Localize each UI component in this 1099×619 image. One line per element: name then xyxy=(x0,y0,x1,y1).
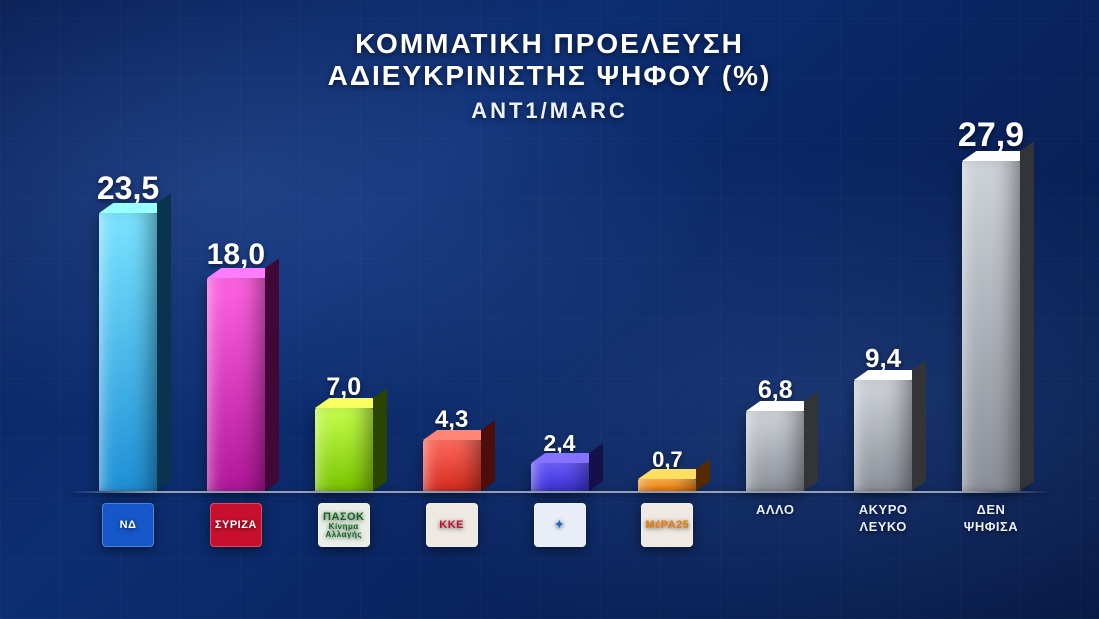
title-block: ΚΟΜΜΑΤΙΚΗ ΠΡΟΕΛΕΥΣΗ ΑΔΙΕΥΚΡΙΝΙΣΤΗΣ ΨΗΦΟΥ… xyxy=(0,28,1099,124)
bar-label-kke: KKE xyxy=(423,503,481,547)
bar-label-pasok: ΠΑΣΟΚΚίνημα Αλλαγής xyxy=(315,503,373,547)
party-logo-kke: KKE xyxy=(426,503,478,547)
bar-syriza: 18,0 ΣΥΡΙΖΑ xyxy=(188,238,284,491)
bar-shape-mera25: ΜέΡΑ25 xyxy=(638,479,696,491)
bar-mera25: 0,7ΜέΡΑ25 xyxy=(619,447,715,491)
bar-label-nd: ΝΔ xyxy=(99,503,157,547)
bar-label-allo: ΑΛΛΟ xyxy=(746,503,804,518)
bar-label-mera25: ΜέΡΑ25 xyxy=(638,503,696,547)
baseline xyxy=(70,491,1049,493)
bar-shape-akyro: ΑΚΥΡΟΛΕΥΚΟ xyxy=(854,380,912,491)
bar-value-nd: 23,5 xyxy=(97,170,159,207)
party-logo-nd: ΝΔ xyxy=(102,503,154,547)
bar-chart: 23,5 ΝΔ 18,0 ΣΥΡΙΖΑ 7,0ΠΑΣΟΚΚίνημα Αλλαγής4,… xyxy=(70,150,1049,549)
party-logo-syriza: ΣΥΡΙΖΑ xyxy=(210,503,262,547)
bar-shape-el: ✦ xyxy=(531,463,589,491)
bar-shape-nd: ΝΔ xyxy=(99,213,157,491)
party-logo-el: ✦ xyxy=(534,503,586,547)
bar-label-akyro: ΑΚΥΡΟΛΕΥΚΟ xyxy=(854,503,912,535)
title-line-2: ΑΔΙΕΥΚΡΙΝΙΣΤΗΣ ΨΗΦΟΥ (%) xyxy=(0,60,1099,92)
bar-pasok: 7,0ΠΑΣΟΚΚίνημα Αλλαγής xyxy=(296,373,392,491)
bars-container: 23,5 ΝΔ 18,0 ΣΥΡΙΖΑ 7,0ΠΑΣΟΚΚίνημα Αλλαγής4,… xyxy=(70,150,1049,491)
bar-shape-den: ΔΕΝΨΗΦΙΣΑ xyxy=(962,161,1020,491)
bar-den: 27,9 ΔΕΝΨΗΦΙΣΑ xyxy=(943,116,1039,491)
bar-shape-allo: ΑΛΛΟ xyxy=(746,411,804,491)
party-logo-mera25: ΜέΡΑ25 xyxy=(641,503,693,547)
poll-chart-screen: ΚΟΜΜΑΤΙΚΗ ΠΡΟΕΛΕΥΣΗ ΑΔΙΕΥΚΡΙΝΙΣΤΗΣ ΨΗΦΟΥ… xyxy=(0,0,1099,619)
bar-shape-kke: KKE xyxy=(423,440,481,491)
bar-kke: 4,3KKE xyxy=(404,406,500,491)
bar-shape-pasok: ΠΑΣΟΚΚίνημα Αλλαγής xyxy=(315,408,373,491)
bar-label-el: ✦ xyxy=(531,503,589,547)
bar-allo: 6,8ΑΛΛΟ xyxy=(727,376,823,491)
bar-nd: 23,5 ΝΔ xyxy=(80,170,176,491)
bar-value-syriza: 18,0 xyxy=(207,238,265,272)
bar-label-syriza: ΣΥΡΙΖΑ xyxy=(207,503,265,547)
bar-akyro: 9,4ΑΚΥΡΟΛΕΥΚΟ xyxy=(835,343,931,491)
bar-el: 2,4✦ xyxy=(512,430,608,491)
title-line-1: ΚΟΜΜΑΤΙΚΗ ΠΡΟΕΛΕΥΣΗ xyxy=(0,28,1099,60)
source-subtitle: ANT1/MARC xyxy=(0,98,1099,124)
party-logo-pasok: ΠΑΣΟΚΚίνημα Αλλαγής xyxy=(318,503,370,547)
bar-shape-syriza: ΣΥΡΙΖΑ xyxy=(207,278,265,491)
bar-label-den: ΔΕΝΨΗΦΙΣΑ xyxy=(962,503,1020,535)
bar-value-den: 27,9 xyxy=(958,116,1024,155)
